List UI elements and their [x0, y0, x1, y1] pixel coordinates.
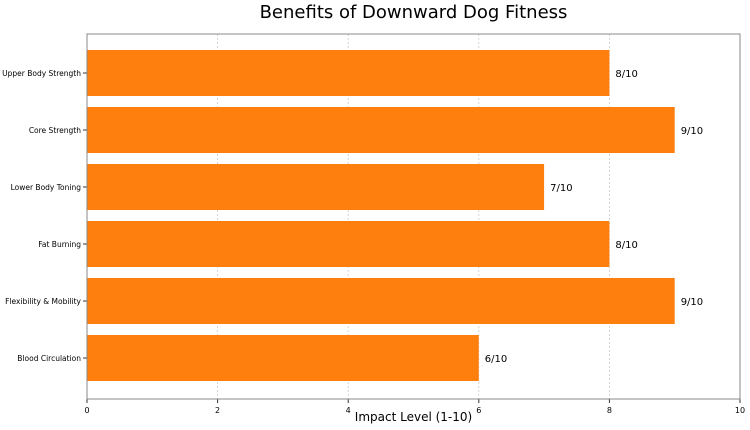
y-tick-label: Lower Body Toning	[11, 183, 82, 192]
data-label: 8/10	[615, 240, 637, 251]
y-tick-label: Upper Body Strength	[2, 69, 81, 78]
data-label: 7/10	[550, 183, 572, 194]
y-tick-label: Flexibility & Mobility	[5, 297, 81, 306]
x-tick-label: 2	[215, 406, 220, 415]
x-tick-label: 4	[346, 406, 351, 415]
bar	[87, 221, 610, 267]
plot-frame	[86, 33, 741, 400]
bar	[87, 164, 545, 210]
y-tick-label: Core Strength	[29, 126, 81, 135]
bar	[87, 50, 610, 96]
x-axis-label: Impact Level (1-10)	[354, 410, 473, 424]
chart-title: Benefits of Downward Dog Fitness	[259, 2, 568, 23]
x-tick-label: 8	[607, 406, 612, 415]
bar	[87, 335, 479, 381]
data-label: 9/10	[681, 126, 703, 137]
bar	[87, 278, 675, 324]
data-label: 8/10	[615, 69, 637, 80]
x-tick-label: 10	[735, 406, 745, 415]
x-tick-label: 6	[476, 406, 481, 415]
y-tick-label: Fat Burning	[38, 240, 81, 249]
y-tick-label: Blood Circulation	[17, 354, 81, 363]
x-tick-label: 0	[84, 406, 89, 415]
data-label: 9/10	[681, 297, 703, 308]
bar	[87, 107, 675, 153]
data-label: 6/10	[485, 354, 507, 365]
